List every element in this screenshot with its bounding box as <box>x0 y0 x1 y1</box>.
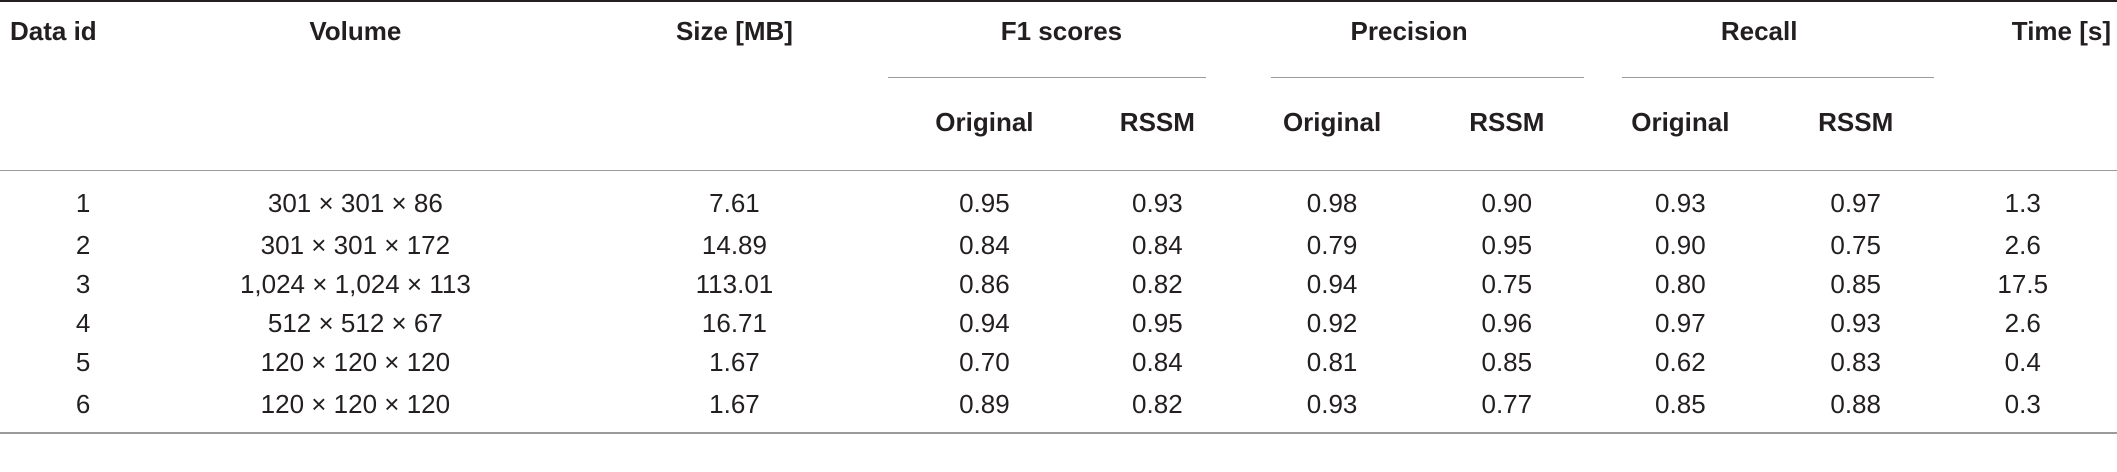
cell-precision-rssm: 0.77 <box>1429 382 1584 434</box>
header-spacer-volume <box>130 78 580 152</box>
cell-precision-original: 0.81 <box>1306 347 1358 377</box>
table-row: 4 512 × 512 × 67 16.71 0.94 0.95 0.92 0.… <box>0 304 2117 343</box>
cell-f1-rssm: 0.82 <box>1132 269 1183 299</box>
header-f1-label: F1 scores <box>1000 16 1123 46</box>
cell-precision-rssm: 0.90 <box>1481 188 1533 218</box>
cell-recall-rssm: 0.93 <box>1830 308 1881 338</box>
cell-time: 1.3 <box>2004 188 2041 218</box>
cell-precision-rssm: 0.75 <box>1481 269 1533 299</box>
cell-recall-rssm: 0.85 <box>1830 269 1881 299</box>
cell-time: 17.5 <box>1997 269 2049 299</box>
cell-f1-rssm: 0.93 <box>1132 188 1183 218</box>
cell-precision-original: 0.98 <box>1306 188 1358 218</box>
header-size: Size [MB] <box>580 0 889 78</box>
cell-f1-rssm: 0.82 <box>1080 382 1235 434</box>
header-row-2: Original RSSM Original RSSM Original RSS… <box>0 78 2117 152</box>
cell-f1-rssm: 0.95 <box>1132 308 1183 338</box>
cell-f1-original: 0.89 <box>888 382 1081 434</box>
cell-f1-original: 0.86 <box>959 269 1010 299</box>
precision-group-rule <box>1271 77 1584 78</box>
header-recall-rssm: RSSM <box>1818 107 1894 137</box>
table-body: 1 301 × 301 × 86 7.61 0.95 0.93 0.98 0.9… <box>0 171 2117 434</box>
header-volume: Volume <box>130 0 581 78</box>
cell-recall-original: 0.93 <box>1655 188 1706 218</box>
table-row: 5 120 × 120 × 120 1.67 0.70 0.84 0.81 0.… <box>0 343 2117 382</box>
cell-recall-original: 0.85 <box>1583 382 1777 434</box>
header-recall-label: Recall <box>1720 16 1798 46</box>
table-row: 3 1,024 × 1,024 × 113 113.01 0.86 0.82 0… <box>0 265 2117 304</box>
cell-size: 14.89 <box>701 230 767 260</box>
cell-f1-original: 0.84 <box>959 230 1010 260</box>
header-precision-label: Precision <box>1350 16 1468 46</box>
table-row: 1 301 × 301 × 86 7.61 0.95 0.93 0.98 0.9… <box>0 171 2117 227</box>
header-spacer-time <box>1934 78 2117 152</box>
header-f1-original: Original <box>935 107 1034 137</box>
header-data-id: Data id <box>0 0 131 78</box>
header-time: Time [s] <box>1934 0 2117 78</box>
cell-data-id: 5 <box>75 347 91 377</box>
header-recall-original: Original <box>1631 107 1730 137</box>
header-precision: Precision <box>1234 0 1584 78</box>
header-f1-rssm: RSSM <box>1119 107 1195 137</box>
cell-data-id: 4 <box>75 308 91 338</box>
cell-precision-original: 0.93 <box>1234 382 1430 434</box>
header-precision-rssm: RSSM <box>1469 107 1545 137</box>
header-spacer-size <box>580 78 888 152</box>
cell-volume: 1,024 × 1,024 × 113 <box>239 269 471 299</box>
header-separator-cell <box>0 152 2117 171</box>
cell-recall-original: 0.80 <box>1655 269 1706 299</box>
table-row: 6 120 × 120 × 120 1.67 0.89 0.82 0.93 0.… <box>0 382 2117 434</box>
cell-precision-original: 0.79 <box>1306 230 1358 260</box>
cell-time: 2.6 <box>2004 230 2041 260</box>
header-recall: Recall <box>1583 0 1935 78</box>
cell-recall-original: 0.62 <box>1655 347 1706 377</box>
cell-volume: 301 × 301 × 86 <box>267 188 443 218</box>
cell-recall-rssm: 0.75 <box>1830 230 1881 260</box>
cell-f1-rssm: 0.84 <box>1132 230 1183 260</box>
cell-precision-rssm: 0.95 <box>1481 230 1533 260</box>
cell-volume: 120 × 120 × 120 <box>130 382 581 434</box>
cell-f1-original: 0.95 <box>959 188 1010 218</box>
header-row-1: Data id Volume Size [MB] F1 scores Preci… <box>0 0 2117 78</box>
cell-f1-original: 0.94 <box>959 308 1010 338</box>
cell-precision-original: 0.94 <box>1306 269 1358 299</box>
header-precision-original: Original <box>1282 107 1382 137</box>
cell-volume: 512 × 512 × 67 <box>267 308 443 338</box>
cell-data-id: 3 <box>75 269 91 299</box>
cell-size: 113.01 <box>695 269 774 299</box>
cell-time: 0.3 <box>1934 382 2117 434</box>
cell-data-id: 1 <box>75 188 91 218</box>
cell-f1-original: 0.70 <box>959 347 1010 377</box>
cell-precision-rssm: 0.96 <box>1481 308 1533 338</box>
recall-group-rule <box>1621 77 1935 78</box>
cell-recall-original: 0.97 <box>1655 308 1706 338</box>
cell-recall-rssm: 0.97 <box>1830 188 1881 218</box>
f1-group-rule <box>888 77 1207 78</box>
cell-data-id: 6 <box>0 382 131 434</box>
cell-precision-original: 0.92 <box>1306 308 1358 338</box>
cell-recall-rssm: 0.88 <box>1776 382 1935 434</box>
header-f1-scores: F1 scores <box>888 0 1235 78</box>
cell-data-id: 2 <box>75 230 91 260</box>
header-separator <box>0 152 2117 171</box>
cell-volume: 301 × 301 × 172 <box>260 230 451 260</box>
cell-volume: 120 × 120 × 120 <box>260 347 451 377</box>
results-table: Data id Volume Size [MB] F1 scores Preci… <box>0 0 2117 434</box>
header-spacer-id <box>0 78 130 152</box>
cell-time: 2.6 <box>2004 308 2041 338</box>
cell-size: 1.67 <box>580 382 889 434</box>
cell-size: 7.61 <box>709 188 760 218</box>
cell-size: 16.71 <box>701 308 767 338</box>
cell-recall-rssm: 0.83 <box>1830 347 1881 377</box>
cell-size: 1.67 <box>709 347 760 377</box>
cell-time: 0.4 <box>2004 347 2041 377</box>
cell-f1-rssm: 0.84 <box>1132 347 1183 377</box>
cell-recall-original: 0.90 <box>1655 230 1706 260</box>
table-row: 2 301 × 301 × 172 14.89 0.84 0.84 0.79 0… <box>0 226 2117 265</box>
cell-precision-rssm: 0.85 <box>1481 347 1533 377</box>
